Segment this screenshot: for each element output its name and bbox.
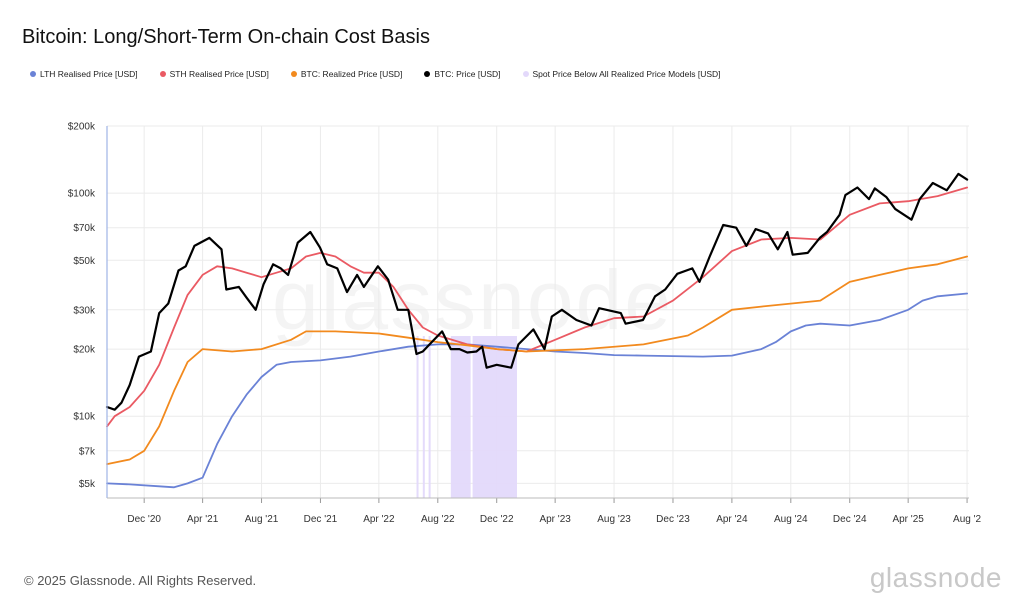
axes: $5k $7k $10k $20k $30k $50k $70k $100k $200k Dec … <box>68 122 982 526</box>
series-line-0 <box>106 292 968 489</box>
legend-marker-sth <box>159 71 166 77</box>
y-tick-label: $70k <box>73 223 96 234</box>
shaded-region <box>428 336 431 498</box>
y-tick-label: $100k <box>68 189 96 200</box>
y-tick-label: $10k <box>73 412 96 423</box>
y-tick-label: $30k <box>73 305 96 316</box>
x-tick-label: Apr '21 <box>187 514 219 525</box>
legend-label-price: BTC: Price [USD] <box>434 69 501 79</box>
series-line-3 <box>105 172 969 411</box>
x-tick-label: Aug '23 <box>597 514 631 525</box>
series-line-1 <box>106 186 968 428</box>
chart-title: Bitcoin: Long/Short-Term On-chain Cost B… <box>22 26 430 48</box>
copyright-footer: © 2025 Glassnode. All Rights Reserved. <box>24 573 257 588</box>
x-tick-label: Aug '21 <box>245 514 279 525</box>
legend-marker-realized <box>290 71 297 77</box>
legend-label-lth: LTH Realised Price [USD] <box>40 69 138 79</box>
x-tick-label: Dec '24 <box>833 514 867 525</box>
x-tick-label: Dec '22 <box>480 514 514 525</box>
y-tick-label: $20k <box>73 345 96 356</box>
grid-lines <box>107 125 969 498</box>
chart-legend: LTH Realised Price [USD] STH Realised Pr… <box>30 69 721 79</box>
legend-marker-price <box>424 71 431 77</box>
x-tick-label: Dec '20 <box>127 514 161 525</box>
x-tick-label: Apr '22 <box>363 514 395 525</box>
y-tick-label: $50k <box>73 256 96 267</box>
x-tick-label: Apr '24 <box>716 514 748 525</box>
series-lines <box>105 172 969 489</box>
shaded-region <box>472 336 517 498</box>
legend-item-sth[interactable]: STH Realised Price [USD] <box>159 69 269 79</box>
series-line-2 <box>106 255 968 465</box>
legend-label-sth: STH Realised Price [USD] <box>169 69 269 79</box>
brand-logo: glassnode <box>869 562 1002 593</box>
y-tick-label: $7k <box>79 446 96 457</box>
x-tick-label: Aug '24 <box>774 514 808 525</box>
shaded-region <box>422 336 425 498</box>
shaded-regions <box>416 336 517 498</box>
legend-item-lth[interactable]: LTH Realised Price [USD] <box>30 69 138 79</box>
y-tick-label: $200k <box>68 122 96 133</box>
shaded-region <box>450 336 471 498</box>
legend-label-realized: BTC: Realized Price [USD] <box>300 69 403 79</box>
x-tick-label: Aug '22 <box>421 514 455 525</box>
legend-item-price[interactable]: BTC: Price [USD] <box>424 69 501 79</box>
legend-item-realized[interactable]: BTC: Realized Price [USD] <box>290 69 403 79</box>
x-tick-label: Dec '23 <box>656 514 690 525</box>
y-tick-label: $5k <box>79 479 96 490</box>
x-tick-label: Apr '23 <box>539 514 571 525</box>
legend-marker-lth <box>30 71 36 77</box>
x-tick-label: Apr '25 <box>892 514 924 525</box>
x-tick-label: Aug '2 <box>953 514 981 525</box>
x-tick-label: Dec '21 <box>304 514 338 525</box>
legend-marker-below-models <box>522 71 529 77</box>
shaded-region <box>416 336 419 498</box>
legend-label-below-models: Spot Price Below All Realized Price Mode… <box>532 69 721 79</box>
legend-item-below-models[interactable]: Spot Price Below All Realized Price Mode… <box>522 69 721 79</box>
